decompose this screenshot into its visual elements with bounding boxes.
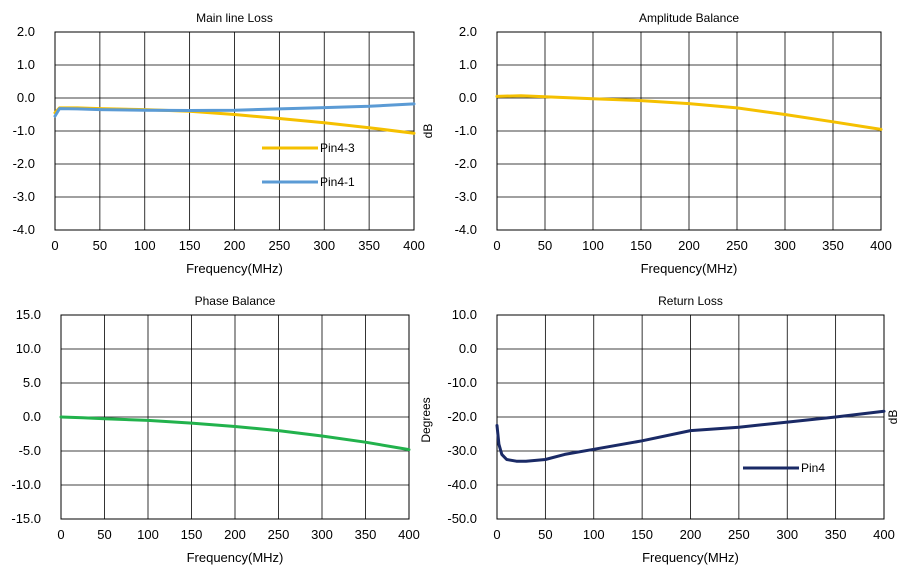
x-tick-label: 400 [398, 527, 420, 542]
x-tick-label: 150 [179, 238, 201, 253]
x-tick-label: 100 [137, 527, 159, 542]
x-tick-label: 350 [825, 527, 847, 542]
x-tick-label: 150 [181, 527, 203, 542]
chart-title: Main line Loss [196, 11, 273, 25]
chart-title: Amplitude Balance [639, 11, 739, 25]
y-tick-label: 5.0 [23, 375, 41, 390]
x-tick-label: 400 [873, 527, 895, 542]
x-tick-label: 400 [870, 238, 892, 253]
x-tick-label: 250 [726, 238, 748, 253]
y-tick-label: 15.0 [16, 307, 41, 322]
y-tick-label: -1.0 [455, 123, 477, 138]
x-tick-label: 350 [358, 238, 380, 253]
x-tick-label: 50 [93, 238, 107, 253]
x-tick-label: 0 [51, 238, 58, 253]
y-tick-label: 0.0 [459, 341, 477, 356]
x-axis-label: Frequency(MHz) [642, 550, 739, 565]
y-tick-label: 10.0 [452, 307, 477, 322]
legend-label: Pin4 [801, 461, 825, 475]
y-tick-label: -4.0 [13, 222, 35, 237]
y-tick-label: -10.0 [447, 375, 477, 390]
y-tick-label: -1.0 [13, 123, 35, 138]
x-axis-label: Frequency(MHz) [187, 550, 284, 565]
x-tick-label: 0 [493, 527, 500, 542]
amplitude-balance-chart: 0 50 100 150 200 250 300 350 400 2.0 1.0 0.0 -1.0 -2.… [421, 11, 892, 276]
x-tick-label: 0 [493, 238, 500, 253]
x-tick-label: 150 [631, 527, 653, 542]
x-tick-label: 250 [269, 238, 291, 253]
x-tick-label: 300 [776, 527, 798, 542]
x-tick-label: 50 [97, 527, 111, 542]
x-axis-label: Frequency(MHz) [641, 261, 738, 276]
phase-balance-chart: 0 50 100 150 200 250 300 350 400 15.0 10.0 5.0 0.0 -5… [11, 294, 419, 565]
y-tick-label: -4.0 [455, 222, 477, 237]
y-tick-label: -30.0 [447, 443, 477, 458]
y-tick-label: -10.0 [11, 477, 41, 492]
y-tick-label: -2.0 [13, 156, 35, 171]
series-line [495, 409, 886, 463]
x-tick-label: 50 [538, 238, 552, 253]
y-tick-label: -15.0 [11, 511, 41, 526]
x-tick-label: 150 [630, 238, 652, 253]
x-tick-label: 200 [224, 238, 246, 253]
x-axis-label: Frequency(MHz) [186, 261, 283, 276]
y-axis-label: dB [421, 124, 435, 139]
degrees-axis-label: Degrees [419, 397, 433, 442]
y-tick-label: 0.0 [23, 409, 41, 424]
legend-label: Pin4-3 [320, 141, 355, 155]
return-loss-chart: 0 50 100 150 200 250 300 350 400 10.0 0.0 -10.0 -20.… [447, 294, 899, 565]
x-tick-label: 100 [583, 527, 605, 542]
x-tick-label: 200 [224, 527, 246, 542]
main-line-loss-chart: 0 50 100 150 200 250 300 350 400 2.0 1.0 0.0 -1.0 -2.… [13, 11, 425, 276]
series-line [53, 102, 416, 118]
x-tick-label: 300 [774, 238, 796, 253]
x-tick-label: 100 [134, 238, 156, 253]
y-axis-label: dB [886, 410, 899, 425]
y-tick-label: 2.0 [17, 24, 35, 39]
x-tick-label: 300 [313, 238, 335, 253]
series-line [495, 94, 883, 131]
y-tick-label: 10.0 [16, 341, 41, 356]
y-tick-label: -3.0 [13, 189, 35, 204]
y-tick-label: 0.0 [459, 90, 477, 105]
chart-title: Phase Balance [195, 294, 276, 308]
x-tick-label: 350 [822, 238, 844, 253]
chart-title: Return Loss [658, 294, 723, 308]
x-tick-label: 0 [57, 527, 64, 542]
x-tick-label: 250 [268, 527, 290, 542]
x-tick-label: 350 [355, 527, 377, 542]
y-tick-label: 1.0 [17, 57, 35, 72]
y-tick-label: -40.0 [447, 477, 477, 492]
y-tick-label: 1.0 [459, 57, 477, 72]
y-tick-label: -50.0 [447, 511, 477, 526]
x-tick-label: 250 [728, 527, 750, 542]
y-tick-label: -20.0 [447, 409, 477, 424]
x-tick-label: 100 [582, 238, 604, 253]
legend-label: Pin4-1 [320, 175, 355, 189]
y-tick-label: -2.0 [455, 156, 477, 171]
x-tick-label: 50 [538, 527, 552, 542]
x-tick-label: 200 [678, 238, 700, 253]
series-line [59, 415, 411, 452]
x-tick-label: 300 [311, 527, 333, 542]
y-tick-label: 2.0 [459, 24, 477, 39]
x-tick-label: 200 [680, 527, 702, 542]
y-tick-label: -3.0 [455, 189, 477, 204]
y-tick-label: -5.0 [19, 443, 41, 458]
x-tick-label: 400 [403, 238, 425, 253]
y-tick-label: 0.0 [17, 90, 35, 105]
